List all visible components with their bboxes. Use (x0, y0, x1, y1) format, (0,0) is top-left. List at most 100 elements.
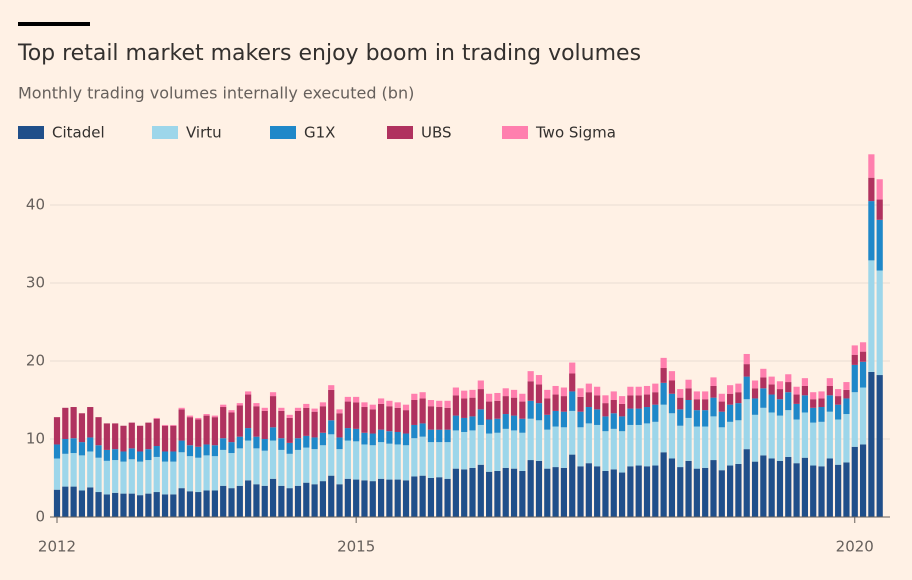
bar-segment (261, 450, 268, 486)
bar-segment (760, 368, 767, 378)
bar-segment (186, 417, 194, 446)
bar-segment (801, 385, 808, 396)
bar-segment (361, 480, 368, 517)
bar-segment (211, 456, 218, 491)
bar-segment (211, 415, 218, 418)
bar-segment (535, 420, 543, 461)
bar-segment (95, 492, 102, 517)
bar-segment (286, 442, 293, 454)
bar-segment (577, 427, 584, 467)
bar-segment (78, 490, 86, 517)
bar-segment (261, 485, 268, 517)
bar-segment (62, 407, 69, 439)
bar-segment (660, 382, 667, 405)
bar-segment (668, 380, 676, 394)
bar-segment (527, 400, 534, 419)
bar-segment (70, 407, 77, 439)
bar-segment (411, 424, 418, 439)
bar-segment (594, 424, 601, 467)
bar-segment (452, 415, 459, 431)
bar-segment (377, 429, 385, 443)
bar-segment (727, 465, 734, 517)
bar-segment (793, 419, 800, 464)
bar-segment (461, 390, 468, 399)
bar-segment (319, 432, 327, 446)
bar-segment (469, 389, 476, 398)
bar-segment (128, 493, 135, 517)
bar-segment (477, 424, 484, 465)
bar-segment (137, 425, 144, 452)
bar-segment (186, 491, 194, 517)
bar-segment (768, 384, 775, 395)
bar-segment (486, 471, 493, 517)
bar-segment (178, 409, 185, 441)
bar-segment (444, 478, 451, 517)
legend-swatch (387, 126, 413, 139)
bar-segment (727, 393, 734, 405)
bar-segment (560, 387, 568, 397)
bar-segment (170, 461, 177, 495)
bar-segment (261, 439, 268, 451)
bar-segment (369, 481, 376, 517)
bar-segment (510, 397, 518, 416)
bar-segment (261, 407, 268, 411)
bar-segment (818, 407, 825, 422)
bar-segment (361, 407, 368, 433)
bar-segment (743, 449, 750, 517)
bar-segment (635, 465, 642, 517)
bar-segment (751, 398, 759, 415)
bar-segment (519, 393, 526, 402)
bar-segment (627, 466, 634, 517)
bar-segment (294, 449, 302, 486)
bar-segment (419, 398, 426, 424)
bar-segment (610, 413, 617, 429)
bar-segment (228, 442, 235, 454)
bar-segment (843, 462, 850, 517)
bar-segment (519, 401, 526, 419)
bar-segment (211, 445, 218, 457)
bar-segment (62, 453, 69, 487)
bar-segment (510, 415, 518, 431)
bar-segment (544, 389, 551, 399)
bar-segment (353, 396, 360, 403)
bar-segment (436, 400, 443, 408)
bar-segment (120, 461, 127, 494)
bar-segment (402, 410, 410, 434)
bar-segment (494, 432, 501, 471)
bar-segment (336, 449, 343, 485)
bar-segment (793, 403, 800, 420)
bar-segment (153, 418, 160, 447)
bar-segment (602, 416, 609, 432)
bar-segment (161, 451, 169, 462)
bar-segment (776, 399, 784, 416)
y-tick-label: 40 (26, 196, 45, 214)
bar-segment (444, 400, 451, 408)
bar-segment (810, 392, 817, 400)
bar-segment (444, 429, 451, 443)
bar-segment (477, 409, 484, 425)
bar-segment (369, 433, 376, 446)
bar-segment (727, 385, 734, 394)
bar-segment (486, 419, 493, 434)
bar-segment (826, 378, 833, 386)
bar-segment (394, 444, 401, 480)
bar-segment (760, 407, 767, 456)
bar-segment (851, 446, 858, 517)
bar-segment (394, 479, 401, 517)
bar-segment (569, 410, 576, 455)
bar-segment (195, 446, 202, 458)
bar-segment (660, 368, 667, 383)
bar-segment (718, 411, 725, 428)
bar-segment (353, 441, 360, 480)
bar-segment (170, 451, 177, 462)
bar-segment (710, 385, 717, 398)
bar-segment (253, 484, 260, 517)
bar-segment (411, 393, 418, 400)
bar-segment (618, 431, 626, 473)
bar-segment (801, 457, 808, 517)
bar-segment (527, 418, 534, 461)
legend-label: Citadel (52, 124, 105, 142)
bar-segment (278, 410, 285, 439)
y-tick-label: 30 (26, 274, 45, 292)
